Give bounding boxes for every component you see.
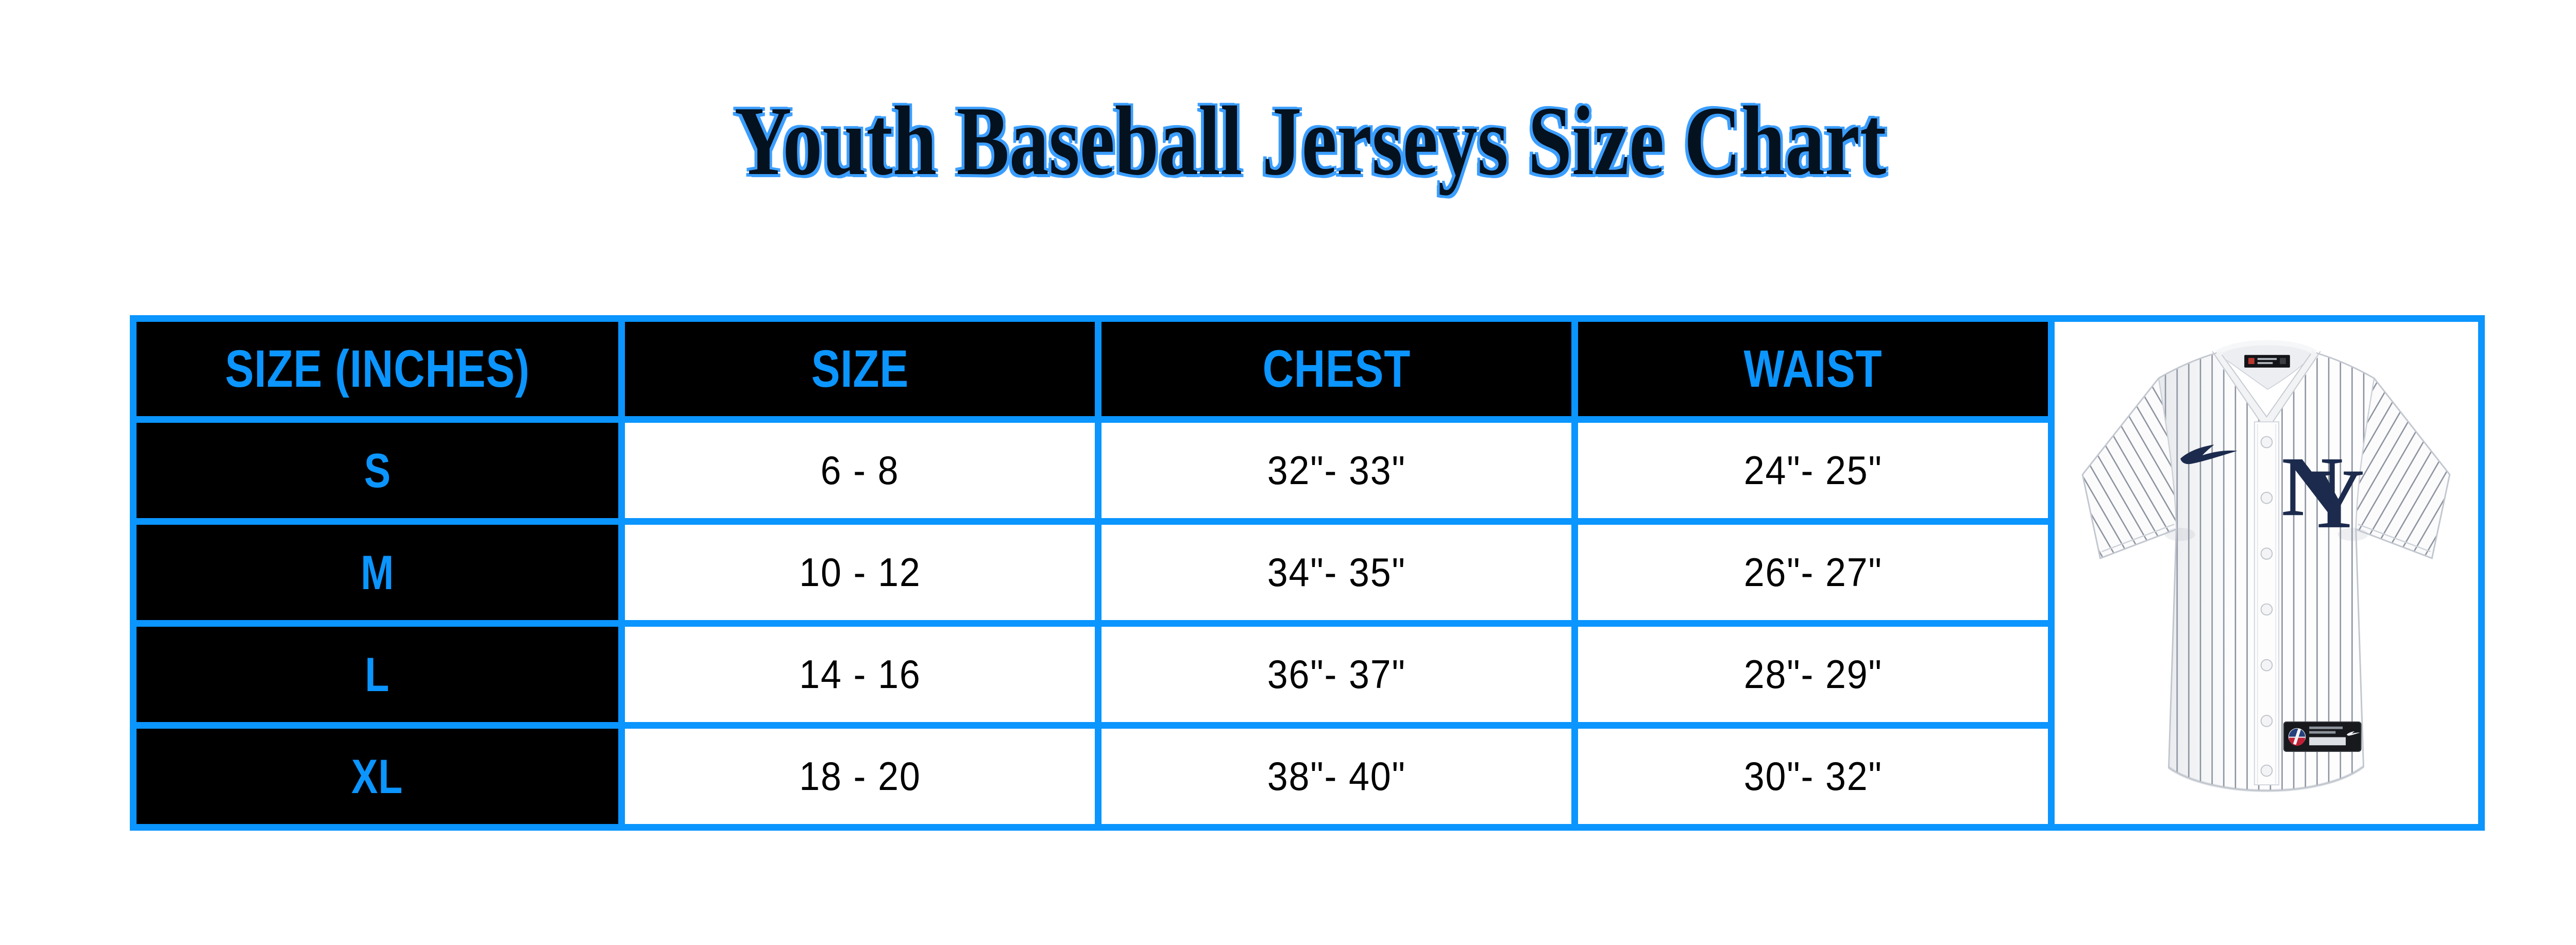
header-cell-size: SIZE bbox=[618, 315, 1101, 423]
cell-xl-waist: 30"- 32" bbox=[1571, 722, 2055, 831]
cell-s-chest: 32"- 33" bbox=[1095, 416, 1578, 525]
button-placket bbox=[2253, 421, 2280, 785]
cell-m-waist: 26"- 27" bbox=[1571, 518, 2055, 627]
jock-tag bbox=[2283, 721, 2362, 752]
cell-s-waist: 24"- 25" bbox=[1571, 416, 2055, 525]
jersey-image: N Y bbox=[2081, 340, 2451, 793]
header-cell-chest: CHEST bbox=[1095, 315, 1578, 423]
header-cell-waist: WAIST bbox=[1571, 315, 2055, 423]
neck-tag bbox=[2244, 355, 2290, 368]
cell-l-size: 14 - 16 bbox=[618, 620, 1101, 729]
table-row-s: S 6 - 8 32"- 33" 24"- 25" bbox=[130, 416, 2482, 525]
jersey-cell: N Y bbox=[2048, 315, 2485, 831]
svg-text:Y: Y bbox=[2303, 452, 2364, 546]
page-title-text: Youth Baseball Jerseys Size Chart bbox=[734, 86, 1886, 196]
cell-xl-chest: 38"- 40" bbox=[1095, 722, 1578, 831]
cell-m-label: M bbox=[130, 518, 625, 627]
cell-l-chest: 36"- 37" bbox=[1095, 620, 1578, 729]
table-row-l: L 14 - 16 36"- 37" 28"- 29" bbox=[130, 620, 2482, 729]
cell-xl-size: 18 - 20 bbox=[618, 722, 1101, 831]
page-title: Youth Baseball Jerseys Size Chart bbox=[0, 87, 2576, 195]
size-chart-table: SIZE (INCHES) SIZE CHEST WAIST bbox=[130, 315, 2485, 831]
header-cell-size-inches: SIZE (INCHES) bbox=[130, 315, 625, 423]
buttons bbox=[2260, 436, 2273, 777]
ny-logo: N Y bbox=[2281, 439, 2364, 546]
cell-xl-label: XL bbox=[130, 722, 625, 831]
cell-s-label: S bbox=[130, 416, 625, 525]
cell-m-chest: 34"- 35" bbox=[1095, 518, 1578, 627]
cell-m-size: 10 - 12 bbox=[618, 518, 1101, 627]
table-row-xl: XL 18 - 20 38"- 40" 30"- 32" bbox=[130, 722, 2482, 831]
cell-s-size: 6 - 8 bbox=[618, 416, 1101, 525]
jock-tag-swoosh-icon bbox=[2347, 731, 2360, 736]
mlb-logo bbox=[2288, 728, 2306, 746]
cell-l-waist: 28"- 29" bbox=[1571, 620, 2055, 729]
header-row: SIZE (INCHES) SIZE CHEST WAIST bbox=[130, 315, 2485, 831]
svg-text:N: N bbox=[2281, 439, 2343, 534]
nike-swoosh-icon bbox=[2180, 444, 2238, 465]
cell-l-label: L bbox=[130, 620, 625, 729]
table-row-m: M 10 - 12 34"- 35" 26"- 27" bbox=[130, 518, 2482, 627]
